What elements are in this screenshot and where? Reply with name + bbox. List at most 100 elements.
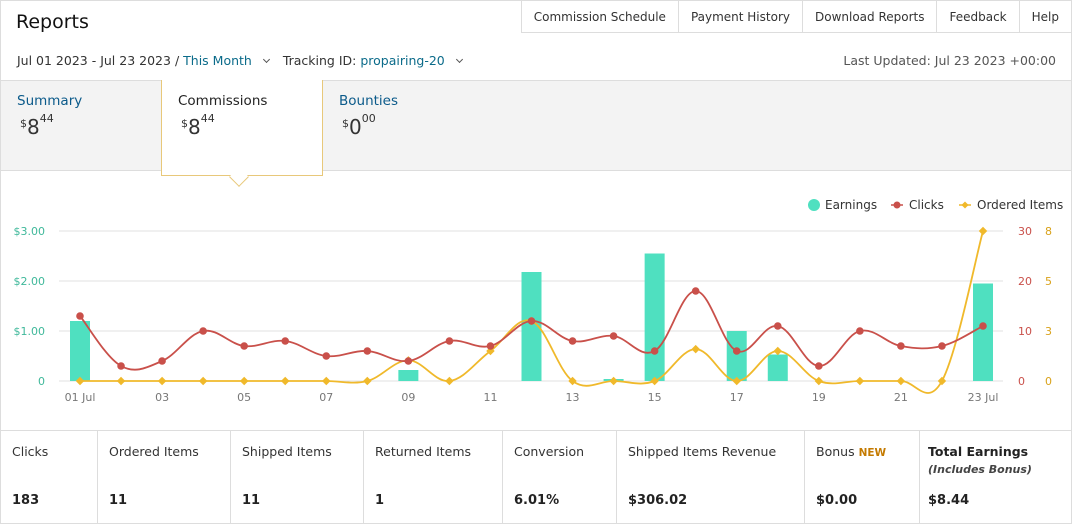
clicks-point — [486, 342, 495, 350]
ordered-items-point — [157, 376, 167, 386]
tab-bounties[interactable]: Bounties $000 — [323, 80, 483, 171]
ordered-items-point — [650, 376, 659, 386]
legend-earnings-label: Earnings — [825, 198, 877, 212]
tab-amount: $844 — [181, 112, 215, 139]
last-updated: Last Updated: Jul 23 2023 +00:00 — [843, 53, 1056, 68]
top-nav: Commission Schedule Payment History Down… — [520, 1, 1071, 33]
stat-label: Total Earnings — [928, 444, 1029, 459]
stat-value: 183 — [12, 493, 40, 508]
date-range-text: Jul 01 2023 - Jul 23 2023 — [17, 53, 171, 68]
ordered-items-point — [978, 226, 988, 236]
ordered-items-point — [322, 376, 331, 386]
x-tick-label: 03 — [155, 391, 169, 404]
stats-row: Clicks 183 Ordered Items 11 Shipped Item… — [1, 430, 1071, 524]
clicks-point — [281, 337, 290, 345]
clicks-line — [79, 290, 984, 371]
ordered-items-point — [198, 376, 208, 386]
stat-label: Clicks — [12, 444, 49, 459]
ordered-items-point — [855, 376, 865, 386]
y-left-tick-label: $3.00 — [14, 225, 46, 238]
chart-svg: $3.00 30 8$2.00 20 5$1.00 10 30 0 001 Jul 03 05 07 0… — [14, 198, 1064, 404]
stat-clicks: Clicks 183 — [1, 431, 98, 524]
clicks-point — [938, 342, 946, 350]
stat-label: Conversion — [514, 444, 585, 459]
y-right2-tick-label: 0 — [1045, 375, 1052, 388]
earnings-bar — [398, 370, 419, 381]
stat-sub-label: (Includes Bonus) — [928, 463, 1032, 476]
tab-commissions[interactable]: Commissions $844 — [161, 80, 323, 176]
tab-label: Bounties — [339, 93, 399, 109]
nav-payment-history[interactable]: Payment History — [679, 1, 803, 32]
new-badge: NEW — [858, 447, 887, 459]
stat-ordered-items: Ordered Items 11 — [98, 431, 231, 524]
legend-ordered-marker — [961, 201, 969, 209]
tracking-id-selector[interactable]: Tracking ID: propairing-20 — [283, 53, 476, 68]
earnings-bar — [70, 321, 90, 381]
legend-ordered-label: Ordered Items — [977, 198, 1063, 212]
chevron-down-icon — [262, 55, 270, 64]
ordered-items-point — [568, 376, 577, 386]
clicks-point — [979, 322, 987, 330]
y-right2-tick-label: 8 — [1045, 225, 1052, 238]
stat-value: 11 — [242, 493, 261, 508]
clicks-point — [158, 357, 166, 365]
nav-commission-schedule[interactable]: Commission Schedule — [522, 1, 679, 32]
legend-earnings-marker — [808, 199, 820, 211]
y-right1-tick-label: 20 — [1018, 275, 1032, 288]
stat-label: Returned Items — [375, 444, 472, 459]
stat-label: Shipped Items Revenue — [628, 444, 777, 459]
nav-help[interactable]: Help — [1031, 9, 1059, 24]
tracking-id-value: propairing-20 — [360, 53, 445, 68]
tab-summary[interactable]: Summary $844 — [1, 80, 161, 171]
clicks-point — [404, 357, 413, 365]
filter-row: Jul 01 2023 - Jul 23 2023 / This Month T… — [17, 53, 476, 68]
earnings-bar — [767, 354, 788, 381]
clicks-point — [856, 327, 864, 335]
date-range-selector[interactable]: Jul 01 2023 - Jul 23 2023 / This Month — [17, 53, 283, 68]
stat-total-earnings: Total Earnings (Includes Bonus) $8.44 — [920, 431, 1071, 524]
stat-returned-items: Returned Items 1 — [364, 431, 503, 524]
x-tick-label: 15 — [648, 391, 662, 404]
nav-download-reports[interactable]: Download Reports — [803, 1, 938, 32]
ordered-items-point — [814, 376, 824, 386]
stat-label: Bonus NEW — [816, 444, 887, 459]
ordered-items-point — [239, 376, 249, 386]
clicks-point — [363, 347, 372, 355]
stat-value: 6.01% — [514, 493, 560, 508]
stat-conversion: Conversion 6.01% — [503, 431, 617, 524]
clicks-point — [773, 322, 782, 330]
y-right2-tick-label: 3 — [1045, 325, 1052, 338]
clicks-point — [568, 337, 577, 345]
clicks-point — [322, 352, 331, 360]
earnings-chart: $3.00 30 8 $2.00 20 5 $1.00 10 3 0 0 0 01 Jul 03 05 07 0… — [1, 172, 1071, 430]
clicks-point — [240, 342, 248, 350]
x-tick-label: 11 — [483, 391, 497, 404]
y-right2-tick-label: 5 — [1045, 275, 1052, 288]
ordered-items-line — [80, 230, 984, 394]
stat-value: 11 — [109, 493, 128, 508]
earnings-bar — [973, 283, 993, 381]
nav-feedback[interactable]: Feedback — [937, 1, 1020, 32]
stat-value: $306.02 — [628, 493, 688, 508]
page-title: Reports — [16, 11, 89, 33]
ordered-items-point — [896, 376, 906, 386]
stat-shipped-revenue: Shipped Items Revenue $306.02 — [617, 431, 805, 524]
ordered-items-point — [363, 376, 372, 386]
x-tick-label: 21 — [894, 391, 908, 404]
y-right1-tick-label: 10 — [1018, 325, 1032, 338]
x-tick-label: 17 — [730, 391, 744, 404]
stat-label: Shipped Items — [242, 444, 332, 459]
ordered-items-point — [732, 376, 741, 386]
x-tick-label: 09 — [401, 391, 415, 404]
tab-label: Summary — [17, 93, 83, 109]
earnings-bar — [726, 331, 747, 381]
clicks-point — [117, 362, 125, 370]
chevron-down-icon — [455, 55, 463, 64]
stat-value: $0.00 — [816, 493, 858, 508]
stat-label: Ordered Items — [109, 444, 199, 459]
ordered-items-point — [280, 376, 290, 386]
tab-amount: $000 — [342, 112, 376, 139]
clicks-point — [897, 342, 905, 350]
x-tick-label: 05 — [237, 391, 251, 404]
x-tick-label: 13 — [566, 391, 580, 404]
